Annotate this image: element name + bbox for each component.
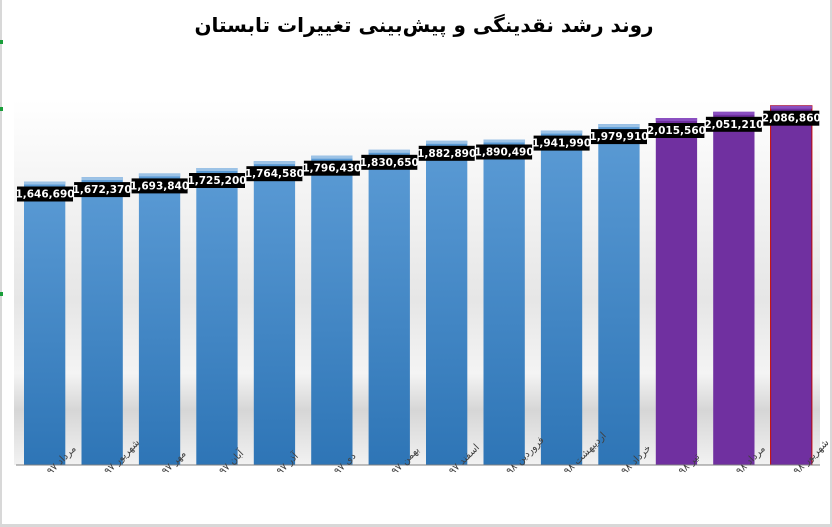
selection-handle-top[interactable] (0, 40, 3, 44)
selection-handle-middle[interactable] (0, 107, 3, 111)
bar-6 (311, 155, 353, 465)
data-label-14: 2,086,860 (762, 113, 821, 125)
data-label-bg-5 (246, 166, 303, 182)
data-label-bg-9 (476, 144, 533, 160)
data-label-bg-11 (591, 129, 647, 145)
data-label-7: 1,830,650 (360, 157, 419, 169)
data-label-10: 1,941,990 (532, 138, 591, 150)
bar-cap-14 (770, 105, 812, 109)
bar-cap-3 (138, 173, 181, 177)
data-label-bg-4 (189, 173, 245, 188)
data-label-11: 1,979,910 (589, 131, 648, 143)
data-label-5: 1,764,580 (245, 168, 304, 180)
bar-13 (713, 111, 755, 466)
data-label-bg-1 (17, 186, 73, 202)
bar-cap-10 (540, 130, 583, 134)
data-label-bg-12 (648, 123, 705, 138)
chart-title: روند رشد نقدینگی و پیش‌بینی تغییرات تابس… (194, 13, 653, 38)
bar-4 (196, 168, 238, 465)
frame-left-edge (0, 0, 2, 527)
data-label-9: 1,890,490 (475, 147, 534, 159)
data-label-bg-7 (361, 154, 418, 170)
data-label-13: 2,051,210 (704, 119, 763, 131)
bar-8 (426, 140, 468, 466)
frame-bottom-edge (0, 524, 832, 527)
bar-14 (770, 105, 813, 466)
frame-right-edge (830, 0, 832, 527)
data-label-8: 1,882,890 (417, 148, 476, 160)
data-label-bg-10 (533, 135, 590, 151)
data-label-1: 1,646,690 (15, 189, 74, 201)
data-label-bg-3 (131, 178, 188, 194)
bar-cap-11 (598, 124, 640, 128)
data-label-bg-6 (303, 160, 360, 176)
data-label-bg-13 (705, 116, 762, 132)
data-label-bg-8 (418, 145, 475, 161)
data-label-4: 1,725,200 (187, 175, 246, 187)
bar-cap-4 (196, 168, 238, 171)
bar-2 (81, 177, 123, 465)
data-label-6: 1,796,430 (302, 163, 361, 175)
bar-12 (655, 118, 698, 465)
bars-layer (24, 105, 813, 466)
bar-cap-2 (81, 177, 123, 181)
bar-10 (540, 130, 583, 465)
bar-cap-5 (253, 161, 296, 165)
bar-cap-13 (713, 111, 755, 115)
data-label-12: 2,015,560 (647, 125, 706, 137)
data-label-bg-2 (74, 182, 131, 198)
bar-cap-6 (311, 155, 353, 159)
data-label-bg-14 (763, 110, 820, 126)
bar-9 (483, 139, 525, 465)
bar-cap-7 (368, 149, 410, 153)
bar-11 (598, 124, 640, 465)
data-label-3: 1,693,840 (130, 180, 189, 192)
selection-handle-lower[interactable] (0, 292, 3, 296)
bar-3 (138, 173, 181, 465)
bar-5 (253, 161, 296, 465)
data-label-2: 1,672,370 (73, 184, 132, 196)
bar-7 (368, 149, 410, 466)
bar-cap-9 (483, 139, 525, 143)
bar-cap-8 (426, 140, 468, 144)
bar-cap-12 (655, 118, 698, 121)
labels-layer: 1,646,6901,672,3701,693,8401,725,2001,76… (15, 110, 821, 202)
bar-cap-1 (24, 181, 66, 185)
bar-1 (24, 181, 66, 465)
